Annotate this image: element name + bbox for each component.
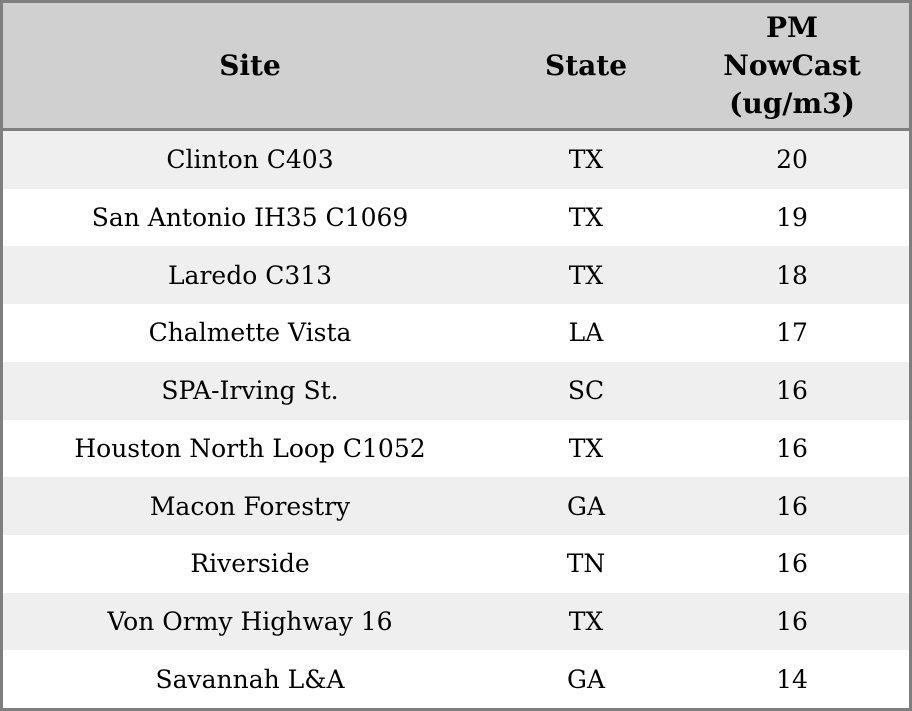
cell-pm-nowcast: 18	[776, 260, 808, 290]
table-row: San Antonio IH35 C1069 TX 19	[3, 188, 909, 247]
cell-pm-nowcast: 16	[776, 549, 808, 579]
cell-state: TX	[568, 433, 604, 463]
cell-pm-nowcast: 14	[776, 664, 808, 694]
cell-state: LA	[568, 318, 604, 348]
cell-state: TX	[568, 203, 604, 233]
table-row: Macon Forestry GA 16	[3, 477, 909, 535]
cell-site: Macon Forestry	[149, 491, 351, 521]
table-row: Von Ormy Highway 16 TX 16	[3, 592, 909, 651]
cell-pm-nowcast: 16	[776, 491, 808, 521]
cell-state: GA	[566, 491, 606, 521]
table-row: Chalmette Vista LA 17	[3, 304, 909, 362]
cell-site: Houston North Loop C1052	[74, 433, 426, 463]
cell-site: San Antonio IH35 C1069	[91, 203, 409, 233]
column-header-pm-nowcast: PM NowCast (ug/m3)	[675, 9, 909, 123]
cell-pm-nowcast: 16	[776, 433, 808, 463]
cell-pm-nowcast: 17	[776, 318, 808, 348]
column-header-pm-nowcast-label: PM NowCast (ug/m3)	[723, 10, 861, 120]
table-row: Houston North Loop C1052 TX 16	[3, 419, 909, 478]
cell-site: Laredo C313	[167, 260, 333, 290]
cell-pm-nowcast: 16	[776, 606, 808, 636]
cell-state: TX	[568, 145, 604, 175]
cell-pm-nowcast: 16	[776, 376, 808, 406]
cell-state: GA	[566, 664, 606, 694]
cell-site: Von Ormy Highway 16	[107, 606, 393, 636]
cell-site: SPA-Irving St.	[161, 376, 339, 406]
cell-state: TX	[568, 606, 604, 636]
column-header-site: Site	[219, 48, 281, 82]
cell-state: TX	[568, 260, 604, 290]
table-header-row: Site State PM NowCast (ug/m3)	[3, 3, 909, 131]
cell-site: Chalmette Vista	[148, 318, 352, 348]
cell-site: Riverside	[190, 549, 310, 579]
column-header-state: State	[544, 48, 628, 82]
table-row: Riverside TN 16	[3, 534, 909, 593]
cell-pm-nowcast: 20	[776, 145, 808, 175]
table-row: Laredo C313 TX 18	[3, 246, 909, 305]
cell-site: Savannah L&A	[155, 664, 345, 694]
cell-pm-nowcast: 19	[776, 203, 808, 233]
table-row: SPA-Irving St. SC 16	[3, 361, 909, 420]
cell-state: SC	[567, 376, 605, 406]
cell-site: Clinton C403	[166, 145, 334, 175]
cell-state: TN	[566, 549, 606, 579]
table-row: Clinton C403 TX 20	[3, 131, 909, 189]
table-row: Savannah L&A GA 14	[3, 650, 909, 709]
